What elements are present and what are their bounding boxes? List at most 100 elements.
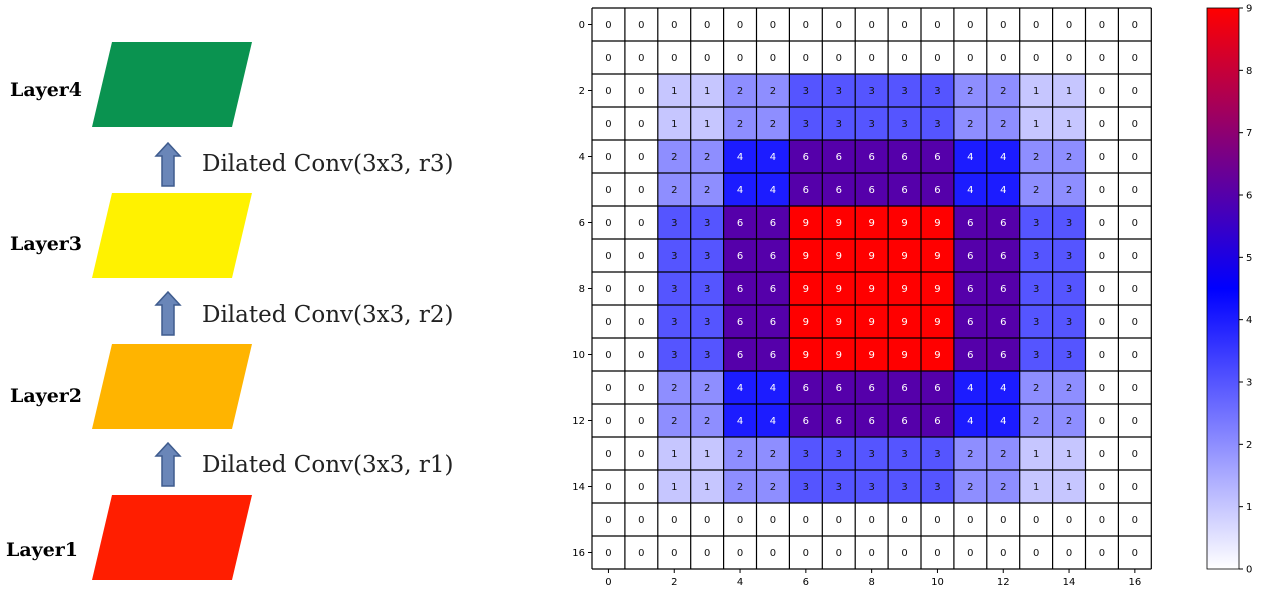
heatmap-cell [822, 305, 856, 338]
heatmap-cell [657, 437, 691, 470]
heatmap-cell-value: 0 [934, 53, 940, 64]
heatmap-cell-value: 3 [868, 449, 874, 460]
heatmap-cell [624, 239, 658, 272]
heatmap-cell-value: 6 [737, 317, 743, 328]
heatmap-cell [592, 74, 625, 107]
heatmap-cell-value: 2 [1066, 383, 1072, 394]
heatmap-cell [1085, 107, 1119, 140]
heatmap-cell-value: 0 [868, 548, 874, 559]
heatmap-cell [888, 173, 921, 206]
heatmap-cell-value: 0 [638, 251, 644, 262]
heatmap-cell-value: 2 [737, 482, 743, 493]
layer4-label: Layer4 [10, 79, 82, 101]
heatmap-cell-value: 0 [1132, 548, 1138, 559]
heatmap-cell-value: 1 [671, 482, 677, 493]
heatmap-cell-value: 3 [671, 350, 677, 361]
heatmap-cell-value: 2 [1066, 185, 1072, 196]
heatmap-cell-value: 9 [901, 218, 907, 229]
heatmap-cell [1052, 503, 1086, 536]
heatmap-cell-value: 0 [638, 383, 644, 394]
heatmap-cell-value: 0 [1132, 53, 1138, 64]
heatmap-cell-value: 9 [868, 350, 874, 361]
heatmap-cell [1118, 8, 1152, 41]
heatmap-cell [657, 305, 691, 338]
heatmap-cell [592, 41, 625, 74]
heatmap-cell-value: 6 [967, 218, 973, 229]
heatmap-cell-value: 0 [901, 20, 907, 31]
layer2-shape [92, 344, 252, 429]
heatmap-cell [756, 107, 790, 140]
heatmap-cell [1085, 239, 1119, 272]
heatmap-cell [756, 41, 790, 74]
heatmap-cell-value: 6 [967, 317, 973, 328]
heatmap-cell-value: 2 [1000, 449, 1006, 460]
heatmap-cell [723, 8, 757, 41]
heatmap-cell [756, 74, 790, 107]
heatmap-cell-value: 1 [671, 86, 677, 97]
heatmap-cell-value: 0 [934, 20, 940, 31]
heatmap-cell [921, 503, 954, 536]
heatmap-cell-value: 0 [605, 284, 611, 295]
heatmap-cell-value: 0 [1000, 53, 1006, 64]
heatmap-cell [723, 470, 757, 503]
heatmap-cell [1052, 8, 1086, 41]
heatmap-cell [592, 404, 625, 437]
heatmap-cell-value: 9 [934, 350, 940, 361]
heatmap-cell-value: 4 [1000, 152, 1006, 163]
heatmap-cell-value: 0 [901, 53, 907, 64]
y-tick-label: 12 [572, 416, 585, 427]
heatmap-cell-value: 6 [836, 383, 842, 394]
heatmap-cell [723, 206, 757, 239]
heatmap-cell [789, 8, 823, 41]
heatmap-cell-value: 0 [605, 482, 611, 493]
heatmap-cell-value: 6 [770, 317, 776, 328]
heatmap-cell-value: 0 [1000, 20, 1006, 31]
heatmap-cell [624, 404, 658, 437]
heatmap-cell [657, 338, 691, 371]
heatmap-cell [986, 437, 1020, 470]
heatmap-cell-value: 1 [1033, 482, 1039, 493]
heatmap-cell [921, 173, 954, 206]
heatmap-cell-value: 6 [803, 152, 809, 163]
heatmap-cell-value: 0 [836, 20, 842, 31]
heatmap-cell-value: 6 [770, 350, 776, 361]
heatmap-cell [657, 8, 691, 41]
heatmap-cell-value: 0 [1099, 152, 1105, 163]
heatmap-cell [855, 470, 889, 503]
heatmap-cell-value: 0 [1099, 482, 1105, 493]
heatmap-cell [953, 305, 987, 338]
heatmap-cell [1118, 338, 1152, 371]
heatmap-cell-value: 0 [967, 515, 973, 526]
heatmap-cell-value: 0 [605, 515, 611, 526]
heatmap-cell [756, 272, 790, 305]
heatmap-cell-value: 0 [671, 515, 677, 526]
heatmap-cell-value: 0 [638, 152, 644, 163]
heatmap-cell-value: 6 [901, 383, 907, 394]
heatmap-cell [592, 8, 625, 41]
heatmap-cell [657, 74, 691, 107]
heatmap-cell-value: 3 [934, 119, 940, 130]
heatmap-cell-value: 6 [868, 185, 874, 196]
heatmap-cell [1019, 41, 1053, 74]
heatmap-cell [1085, 173, 1119, 206]
heatmap-cell [888, 140, 921, 173]
heatmap-cell [1118, 305, 1152, 338]
heatmap-cell [657, 272, 691, 305]
heatmap-cell [756, 437, 790, 470]
heatmap-cell-value: 0 [1099, 119, 1105, 130]
heatmap-cell-value: 0 [638, 284, 644, 295]
heatmap-cell-value: 3 [836, 482, 842, 493]
heatmap-cell [657, 470, 691, 503]
x-tick-label: 14 [1063, 577, 1076, 588]
heatmap-cell [723, 272, 757, 305]
heatmap-cell-value: 2 [770, 119, 776, 130]
heatmap-cell-value: 0 [737, 20, 743, 31]
heatmap-cell [1085, 8, 1119, 41]
heatmap-cell-value: 0 [934, 548, 940, 559]
heatmap-cells: 0 0 0 0 0 0 0 0 0 0 0 0 0 0 0 0 0 0 0 0 0 0 0 0 0 0 0 0 0 0 0 0 0 0 0 0 1 1 2 2… [592, 8, 1152, 569]
x-axis-ticks: 0 2 4 6 8 10 12 14 16 [605, 569, 1141, 588]
heatmap-cell-value: 4 [770, 416, 776, 427]
heatmap-cell-value: 2 [671, 383, 677, 394]
heatmap-cell [624, 503, 658, 536]
heatmap-cell [756, 338, 790, 371]
